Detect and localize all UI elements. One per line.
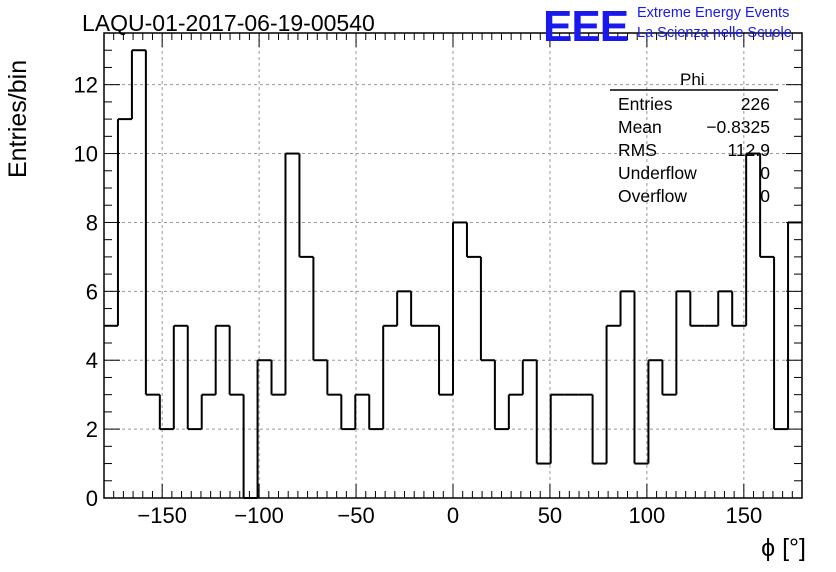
x-tick-label: 100: [629, 503, 666, 528]
x-tick-label: −100: [234, 503, 284, 528]
stats-key: Overflow: [618, 186, 688, 206]
y-tick-label: 10: [74, 142, 98, 167]
logo-line-1: Extreme Energy Events: [637, 5, 790, 21]
stats-box-title: Phi: [680, 70, 705, 89]
y-tick-label: 0: [86, 486, 98, 511]
y-tick-label: 8: [86, 210, 98, 235]
x-axis-label: ϕ [°]: [761, 534, 806, 562]
stats-value: 0: [760, 163, 770, 183]
x-tick-label: 50: [538, 503, 562, 528]
x-tick-label: 150: [725, 503, 762, 528]
eee-logo: EEE: [543, 2, 629, 51]
y-axis-label: Entries/bin: [4, 59, 32, 178]
x-tick-label: −50: [337, 503, 374, 528]
stats-value: 0: [760, 186, 770, 206]
y-tick-label: 12: [74, 73, 98, 98]
axis-ticks: [104, 33, 802, 499]
x-tick-label: 0: [447, 503, 459, 528]
stats-key: Underflow: [618, 163, 697, 183]
y-tick-label: 2: [86, 417, 98, 442]
histogram-bars: [104, 49, 802, 499]
y-tick-label: 4: [86, 348, 98, 373]
stats-key: RMS: [618, 140, 657, 160]
y-tick-label: 6: [86, 279, 98, 304]
logo-line-2: La Scienza nelle Scuole: [637, 25, 792, 41]
x-tick-label: −150: [137, 503, 187, 528]
stats-value: −0.8325: [706, 117, 770, 137]
axis-tick-labels: −150 −100 −50 0 50 100 150 0 2 4 6 8 10 12: [74, 73, 763, 528]
stats-key: Entries: [618, 94, 673, 114]
stats-key: Mean: [618, 117, 662, 137]
stats-value: 226: [740, 94, 770, 114]
plot-title: LAQU-01-2017-06-19-00540: [82, 10, 375, 36]
stats-value: 112.9: [727, 140, 771, 160]
